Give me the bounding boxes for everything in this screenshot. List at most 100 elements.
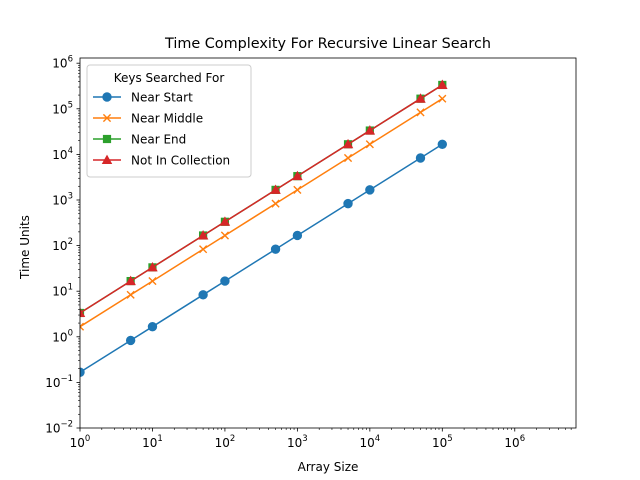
legend-item: Near Middle xyxy=(93,112,203,126)
y-tick-label-base: 10 xyxy=(52,239,67,253)
y-tick-label: 105 xyxy=(52,100,73,116)
y-tick-label-exponent: −2 xyxy=(60,420,73,430)
x-tick-label-base: 10 xyxy=(504,436,519,450)
y-tick-label-base: 10 xyxy=(45,422,60,436)
data-point xyxy=(365,185,375,195)
legend-label: Near Start xyxy=(131,91,193,105)
legend-marker xyxy=(101,154,113,165)
series-not-in-collection xyxy=(80,79,448,317)
y-tick-label-exponent: 2 xyxy=(68,237,73,247)
data-point xyxy=(270,184,281,194)
x-axis-label: Array Size xyxy=(298,460,359,474)
data-point xyxy=(80,322,85,331)
data-point xyxy=(343,198,353,209)
data-point xyxy=(126,290,135,299)
data-point xyxy=(416,108,425,117)
axes-border xyxy=(79,57,577,429)
data-point xyxy=(293,185,302,194)
legend-label: Near End xyxy=(131,133,186,147)
y-axis-label: Time Units xyxy=(18,215,32,280)
y-tick-label-base: 10 xyxy=(45,376,60,390)
data-point xyxy=(437,79,448,89)
x-tick-label-exponent: 1 xyxy=(157,434,162,444)
data-point xyxy=(197,230,209,240)
legend-marker xyxy=(102,92,112,102)
data-point xyxy=(415,93,426,103)
y-tick-label: 102 xyxy=(52,237,73,253)
data-point xyxy=(219,216,231,226)
data-point xyxy=(271,199,280,208)
y-tick-label: 104 xyxy=(52,146,73,162)
data-point xyxy=(80,307,86,317)
data-point xyxy=(342,138,354,149)
x-tick-label-base: 10 xyxy=(215,436,230,450)
y-tick-label-exponent: 5 xyxy=(68,100,73,110)
data-point xyxy=(292,170,303,181)
y-tick-label-base: 10 xyxy=(52,285,67,299)
data-point xyxy=(125,275,136,286)
legend-item: Near End xyxy=(93,133,186,147)
chart-title: Time Complexity For Recursive Linear Sea… xyxy=(164,36,491,52)
x-tick-label-exponent: 5 xyxy=(447,434,452,444)
x-tick-label: 103 xyxy=(287,434,308,450)
x-tick-label-base: 10 xyxy=(359,436,374,450)
data-point xyxy=(148,276,157,286)
x-tick-label: 102 xyxy=(215,434,236,450)
x-tick-label-exponent: 6 xyxy=(520,434,525,444)
x-axis: 100 101 102 103 104 105 106 xyxy=(70,428,572,450)
data-point xyxy=(365,140,374,149)
y-tick-label: 10−2 xyxy=(45,420,73,436)
plot-area xyxy=(80,79,448,377)
legend: Keys Searched For Near Start Near Middle Ne… xyxy=(86,64,252,178)
legend-marker xyxy=(102,134,112,144)
x-tick-label: 101 xyxy=(142,434,163,450)
series-near-start xyxy=(80,139,448,377)
axes-frame xyxy=(79,57,577,429)
data-point xyxy=(198,290,208,300)
y-tick-label-base: 10 xyxy=(52,102,67,116)
y-tick-label-base: 10 xyxy=(52,193,67,207)
data-point xyxy=(438,94,447,103)
data-point xyxy=(125,335,136,346)
x-tick-label: 105 xyxy=(432,434,453,450)
data-point xyxy=(343,153,353,163)
y-tick-label-exponent: 3 xyxy=(68,191,73,201)
x-tick-label-exponent: 4 xyxy=(375,434,380,444)
y-tick-label: 10−1 xyxy=(45,374,73,390)
x-tick-label-exponent: 0 xyxy=(85,434,90,444)
x-tick-label-base: 10 xyxy=(70,436,85,450)
y-tick-label: 106 xyxy=(52,55,73,71)
data-point xyxy=(147,321,158,332)
data-point xyxy=(199,245,208,254)
data-point xyxy=(270,244,281,254)
data-point xyxy=(220,231,230,240)
data-point xyxy=(292,230,303,241)
legend-item: Near Start xyxy=(93,91,193,105)
x-tick-label-base: 10 xyxy=(142,436,157,450)
x-tick-label: 100 xyxy=(70,434,91,450)
y-tick-label-base: 10 xyxy=(52,330,67,344)
y-tick-label-base: 10 xyxy=(52,57,67,71)
y-tick-label-base: 10 xyxy=(52,148,67,162)
data-point xyxy=(147,261,158,272)
legend-label: Not In Collection xyxy=(131,154,230,168)
y-tick-label-exponent: 4 xyxy=(68,146,73,156)
legend-marker xyxy=(102,113,112,123)
y-tick-label-exponent: 6 xyxy=(68,55,73,65)
series-near-middle xyxy=(80,94,447,331)
x-tick-label-exponent: 2 xyxy=(230,434,235,444)
y-tick-label: 103 xyxy=(52,191,73,207)
legend-box xyxy=(86,64,252,178)
data-point xyxy=(437,139,448,149)
data-point xyxy=(364,125,376,135)
x-tick-label-base: 10 xyxy=(287,436,302,450)
x-tick-label-exponent: 3 xyxy=(302,434,307,444)
y-tick-label-exponent: 0 xyxy=(68,328,73,338)
x-tick-label: 104 xyxy=(359,434,380,450)
legend-title: Keys Searched For xyxy=(114,71,225,85)
y-tick-label: 101 xyxy=(52,283,73,299)
legend-label: Near Middle xyxy=(131,112,203,126)
y-tick-label: 100 xyxy=(52,328,73,344)
legend-item: Not In Collection xyxy=(93,154,230,168)
